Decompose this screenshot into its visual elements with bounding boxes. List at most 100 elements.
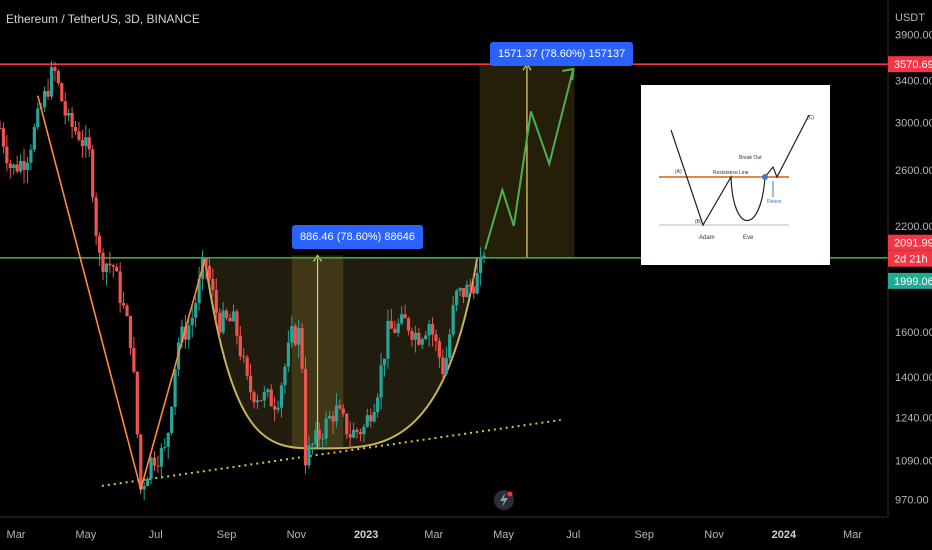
candle-body bbox=[121, 303, 126, 306]
candle-body bbox=[403, 314, 407, 319]
candle-body bbox=[279, 385, 284, 408]
candle-body bbox=[348, 434, 352, 438]
candle-body bbox=[211, 278, 215, 291]
candle-body bbox=[259, 400, 263, 402]
price-axis-unit: USDT bbox=[895, 12, 925, 24]
candle-body bbox=[159, 447, 163, 467]
candle-body bbox=[12, 164, 16, 168]
candle-body bbox=[108, 263, 112, 266]
candle-body bbox=[468, 284, 472, 287]
candle-body bbox=[448, 334, 452, 358]
candle-body bbox=[190, 317, 194, 326]
candle-body bbox=[128, 316, 133, 348]
price-tick-label: 1090.00 bbox=[895, 455, 932, 467]
inset-label-b: (B) bbox=[695, 219, 702, 225]
candle-body bbox=[53, 67, 57, 72]
candle-body bbox=[351, 429, 356, 438]
candle-body bbox=[334, 405, 339, 422]
candle-body bbox=[475, 273, 479, 294]
candle-body bbox=[104, 263, 109, 273]
candle-body bbox=[149, 457, 153, 479]
price-badge-label: 2d 21h bbox=[894, 254, 928, 266]
candle-body bbox=[180, 326, 184, 343]
candle-body bbox=[135, 371, 139, 435]
cup-handle-diagram: (A) (B) (C) Resistance Line Break Out Re… bbox=[659, 114, 814, 241]
time-tick-label: Mar bbox=[7, 529, 26, 541]
replay-flash-icon[interactable] bbox=[494, 490, 514, 510]
candle-body bbox=[115, 266, 119, 272]
inset-eve-label: Eve bbox=[743, 235, 754, 241]
candle-body bbox=[434, 334, 438, 342]
symbol-title[interactable]: Ethereum / TetherUS, 3D, BINANCE bbox=[6, 12, 200, 26]
candle-body bbox=[406, 318, 411, 331]
price-badge bbox=[888, 272, 932, 289]
candle-body bbox=[152, 457, 157, 466]
candle-body bbox=[70, 113, 74, 127]
candle-body bbox=[310, 444, 315, 446]
candle-body bbox=[15, 164, 19, 172]
candle-body bbox=[341, 408, 345, 414]
candle-body bbox=[317, 429, 321, 439]
cup-curve bbox=[203, 257, 479, 450]
candle-body bbox=[221, 310, 225, 333]
time-tick-label: 2023 bbox=[354, 529, 378, 541]
candle-body bbox=[262, 391, 266, 401]
projection-arrowhead bbox=[562, 67, 575, 81]
candle-body bbox=[362, 426, 366, 435]
candle-body bbox=[393, 328, 397, 333]
candle-body bbox=[249, 375, 253, 393]
candles bbox=[0, 60, 486, 501]
candle-body bbox=[314, 429, 318, 445]
candle-body bbox=[29, 149, 33, 163]
candle-body bbox=[386, 320, 390, 359]
candle-body bbox=[22, 160, 26, 171]
candle-body bbox=[139, 434, 143, 490]
candle-body bbox=[25, 162, 30, 171]
candle-body bbox=[400, 314, 404, 324]
time-tick-label: May bbox=[493, 529, 514, 541]
time-tick-label: May bbox=[75, 529, 96, 541]
candle-body bbox=[73, 126, 78, 132]
inset-adam-label: Adam bbox=[699, 235, 715, 241]
price-badge bbox=[888, 56, 932, 73]
price-tick-label: 3400.00 bbox=[895, 76, 932, 88]
candle-body bbox=[46, 90, 50, 97]
price-tick-label: 2200.00 bbox=[895, 221, 932, 233]
price-badge bbox=[888, 234, 932, 251]
measure-label-target: 1571.37 (78.60%) 157137 bbox=[490, 42, 634, 66]
candle-body bbox=[170, 406, 174, 433]
price-badge-label: 1999.06 bbox=[894, 276, 932, 288]
candle-body bbox=[454, 290, 459, 306]
candle-body bbox=[255, 400, 260, 403]
candle-body bbox=[32, 127, 36, 150]
candle-body bbox=[465, 284, 469, 298]
candle-body bbox=[218, 312, 222, 333]
candle-body bbox=[207, 266, 212, 279]
candle-body bbox=[43, 90, 47, 108]
candle-body bbox=[94, 197, 98, 236]
candle-body bbox=[479, 257, 483, 274]
candle-body bbox=[80, 139, 84, 147]
candle-body bbox=[1, 128, 6, 147]
inset-label-c: (C) bbox=[807, 115, 814, 121]
candle-body bbox=[60, 83, 64, 102]
price-tick-label: 3000.00 bbox=[895, 117, 932, 129]
price-badge-label: 2091.99 bbox=[894, 238, 932, 250]
candle-body bbox=[204, 258, 208, 267]
candle-body bbox=[472, 286, 476, 294]
measure-label-cup: 886.46 (78.60%) 88646 bbox=[292, 225, 423, 249]
candle-body bbox=[197, 278, 201, 304]
candle-body bbox=[77, 131, 81, 140]
candle-body bbox=[273, 406, 277, 410]
candle-body bbox=[338, 405, 342, 409]
candle-body bbox=[166, 432, 170, 447]
candle-body bbox=[372, 411, 376, 422]
candle-body bbox=[238, 335, 242, 357]
price-tick-label: 1240.00 bbox=[895, 412, 932, 424]
candle-body bbox=[321, 438, 325, 440]
time-axis: Mar May Jul Sep Nov 2023 Mar May Jul Sep Nov 2024 Ma… bbox=[0, 516, 888, 541]
candle-body bbox=[369, 415, 373, 422]
time-tick-label: Sep bbox=[634, 529, 654, 541]
candle-body bbox=[379, 365, 383, 398]
